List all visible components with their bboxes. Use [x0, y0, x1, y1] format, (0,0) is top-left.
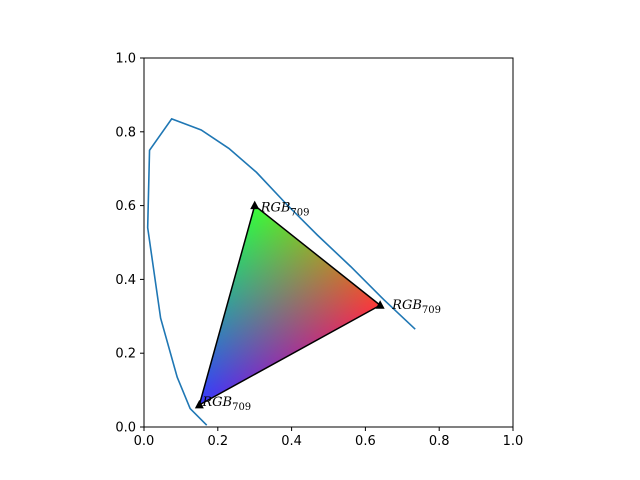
vertex-label-subscript: 709: [422, 305, 441, 316]
vertex-label-blue: RGB709: [201, 395, 251, 413]
gamut-triangle-fill: [199, 205, 381, 405]
vertex-label-base: RGB: [260, 201, 291, 216]
vertex-label-subscript: 709: [290, 208, 309, 219]
y-tick-label: 0.6: [115, 199, 136, 214]
x-tick-label: 0.4: [281, 434, 302, 449]
gamut-fill-blue: [199, 205, 381, 405]
x-tick-label: 0.2: [207, 434, 228, 449]
x-tick-label: 0.8: [429, 434, 450, 449]
y-axis: 0.0 0.2 0.4 0.6 0.8 1.0: [115, 52, 144, 436]
primary-marker-green: [250, 200, 260, 210]
primary-markers: [194, 200, 385, 409]
gamut-fill-lighten: [199, 205, 381, 405]
vertex-label-base: RGB: [201, 395, 232, 410]
y-tick-label: 0.8: [115, 125, 136, 140]
vertex-label-red: RGB709: [391, 298, 441, 316]
vertex-label-green: RGB709: [260, 201, 310, 219]
y-tick-label: 1.0: [115, 52, 136, 67]
vertex-label-base: RGB: [391, 298, 422, 313]
x-tick-label: 0.0: [134, 434, 155, 449]
vertex-label-subscript: 709: [232, 402, 251, 413]
x-axis: 0.0 0.2 0.4 0.6 0.8 1.0: [134, 427, 524, 449]
gamut-triangle-outline: [198, 204, 381, 406]
y-tick-label: 0.2: [115, 347, 136, 362]
spectral-locus-line: [146, 117, 416, 426]
y-tick-label: 0.4: [115, 273, 136, 288]
y-tick-label: 0.0: [115, 421, 136, 436]
plot-frame: [143, 57, 514, 428]
primary-marker-red: [375, 300, 385, 309]
x-tick-label: 0.6: [355, 434, 376, 449]
x-tick-label: 1.0: [503, 434, 524, 449]
primary-marker-blue: [194, 399, 204, 409]
